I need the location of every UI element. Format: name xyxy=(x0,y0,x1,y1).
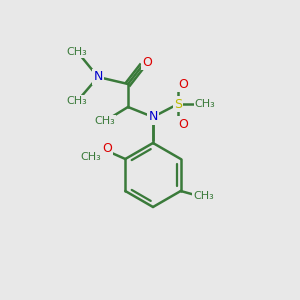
Text: O: O xyxy=(102,142,112,154)
Text: CH₃: CH₃ xyxy=(80,152,101,162)
Text: O: O xyxy=(178,77,188,91)
Text: S: S xyxy=(174,98,182,110)
Text: CH₃: CH₃ xyxy=(67,47,87,57)
Text: CH₃: CH₃ xyxy=(94,116,116,126)
Text: N: N xyxy=(148,110,158,124)
Text: CH₃: CH₃ xyxy=(195,99,215,109)
Text: CH₃: CH₃ xyxy=(67,96,87,106)
Text: CH₃: CH₃ xyxy=(193,191,214,201)
Text: O: O xyxy=(142,56,152,68)
Text: N: N xyxy=(93,70,103,83)
Text: O: O xyxy=(178,118,188,130)
